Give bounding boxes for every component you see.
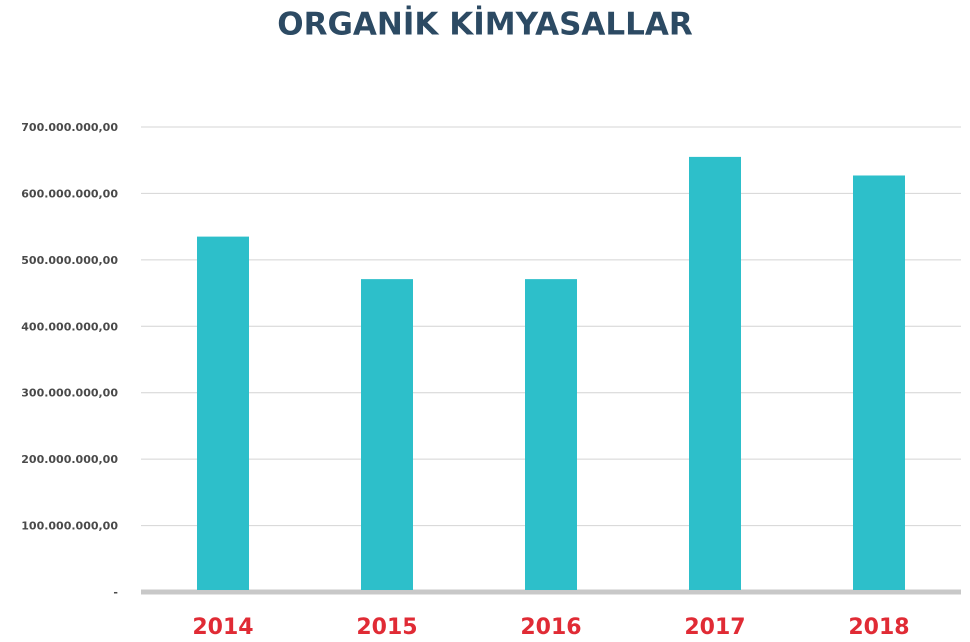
bar (361, 279, 413, 590)
y-tick-label: 500.000.000,00 (21, 254, 118, 267)
bar (525, 279, 577, 590)
y-tick-label: - (113, 586, 118, 599)
x-tick-label: 2016 (520, 615, 581, 640)
y-tick-label: 700.000.000,00 (21, 121, 118, 134)
y-tick-label: 400.000.000,00 (21, 320, 118, 333)
x-tick-label: 2015 (356, 615, 417, 640)
bar (853, 175, 905, 590)
x-tick-label: 2017 (684, 615, 745, 640)
x-tick-label: 2014 (192, 615, 253, 640)
bar (197, 236, 249, 590)
y-tick-label: 300.000.000,00 (21, 387, 118, 400)
y-tick-label: 200.000.000,00 (21, 453, 118, 466)
bar (689, 156, 741, 590)
y-tick-label: 100.000.000,00 (21, 520, 118, 533)
chart-title: ORGANİK KİMYASALLAR (277, 7, 693, 43)
y-tick-label: 600.000.000,00 (21, 187, 118, 200)
x-tick-label: 2018 (848, 615, 909, 640)
